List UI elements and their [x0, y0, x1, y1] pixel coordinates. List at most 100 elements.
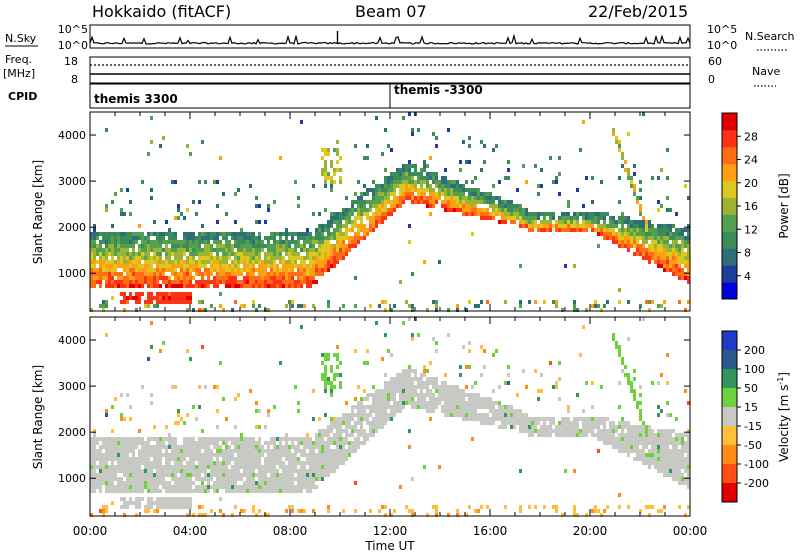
power-cell	[657, 252, 660, 256]
velocity-cell	[270, 441, 273, 445]
velocity-cell	[177, 409, 180, 413]
velocity-cell	[249, 481, 252, 485]
power-cell	[540, 220, 543, 224]
velocity-cell	[465, 393, 468, 397]
velocity-cell	[189, 441, 192, 445]
velocity-cell	[627, 337, 630, 341]
velocity-cell	[129, 465, 132, 469]
velocity-cell	[261, 449, 264, 453]
power-cell	[396, 180, 399, 184]
power-cell	[261, 280, 264, 284]
power-cell	[663, 300, 666, 304]
power-cell	[417, 180, 420, 184]
power-cell	[99, 252, 102, 256]
power-cell	[99, 276, 102, 280]
power-cell	[246, 252, 249, 256]
power-cell	[564, 216, 567, 220]
power-cell	[507, 160, 510, 164]
velocity-cell	[336, 373, 339, 377]
velocity-cell	[303, 453, 306, 457]
power-cell	[399, 184, 402, 188]
velocity-cell	[111, 485, 114, 489]
velocity-cell	[195, 465, 198, 469]
velocity-cell	[297, 441, 300, 445]
velocity-cell	[183, 489, 186, 493]
velocity-cell	[150, 481, 153, 485]
velocity-cell	[657, 441, 660, 445]
power-cell	[303, 304, 306, 308]
velocity-cell	[150, 469, 153, 473]
power-cell	[207, 236, 210, 240]
power-cell	[159, 244, 162, 248]
velocity-cell	[279, 457, 282, 461]
velocity-cell	[291, 505, 294, 509]
power-cell	[495, 204, 498, 208]
velocity-cell	[138, 457, 141, 461]
power-cell	[162, 292, 165, 296]
velocity-cell	[126, 453, 129, 457]
power-cell	[372, 224, 375, 228]
power-cell	[453, 196, 456, 200]
power-cell	[468, 160, 471, 164]
power-cell	[111, 256, 114, 260]
velocity-cell	[177, 421, 180, 425]
velocity-cell	[327, 453, 330, 457]
power-cell	[288, 272, 291, 276]
power-cell	[648, 236, 651, 240]
power-cell	[660, 256, 663, 260]
power-cell	[102, 276, 105, 280]
power-cell	[267, 256, 270, 260]
power-cell	[285, 280, 288, 284]
velocity-cell	[120, 417, 123, 421]
velocity-cell	[225, 457, 228, 461]
power-cell	[297, 244, 300, 248]
power-cell	[288, 252, 291, 256]
power-cell	[222, 260, 225, 264]
power-cell	[675, 268, 678, 272]
power-cell	[141, 248, 144, 252]
velocity-cell	[687, 441, 690, 445]
power-cell	[657, 240, 660, 244]
power-cell	[480, 200, 483, 204]
power-cell	[339, 252, 342, 256]
nsky-tick-bottom-right: 10^0	[707, 39, 737, 52]
power-cell	[174, 280, 177, 284]
velocity-cell	[201, 469, 204, 473]
power-cell	[648, 308, 651, 312]
velocity-cell	[669, 465, 672, 469]
velocity-cell	[618, 449, 621, 453]
power-cell	[201, 232, 204, 236]
velocity-cell	[315, 433, 318, 437]
power-cell	[249, 232, 252, 236]
power-cell	[336, 236, 339, 240]
velocity-cell	[492, 353, 495, 357]
power-cell	[111, 272, 114, 276]
velocity-cell	[345, 433, 348, 437]
velocity-cell	[459, 405, 462, 409]
power-cell	[576, 188, 579, 192]
power-cell	[303, 276, 306, 280]
power-cell	[384, 176, 387, 180]
velocity-cell	[318, 445, 321, 449]
velocity-cell	[315, 461, 318, 465]
power-cell	[408, 172, 411, 176]
velocity-cell	[516, 409, 519, 413]
velocity-cell	[399, 393, 402, 397]
power-cell	[567, 204, 570, 208]
velocity-cell	[345, 449, 348, 453]
power-cell	[372, 196, 375, 200]
velocity-cell	[273, 465, 276, 469]
power-cell	[237, 260, 240, 264]
velocity-cell	[618, 445, 621, 449]
power-cell	[273, 264, 276, 268]
velocity-cell	[192, 445, 195, 449]
velocity-cell	[243, 469, 246, 473]
power-cell	[600, 212, 603, 216]
velocity-cell	[462, 401, 465, 405]
velocity-cell	[255, 481, 258, 485]
velocity-cell	[252, 485, 255, 489]
velocity-cell	[618, 345, 621, 349]
velocity-cell	[192, 449, 195, 453]
velocity-cell	[669, 413, 672, 417]
velocity-cell	[384, 389, 387, 393]
